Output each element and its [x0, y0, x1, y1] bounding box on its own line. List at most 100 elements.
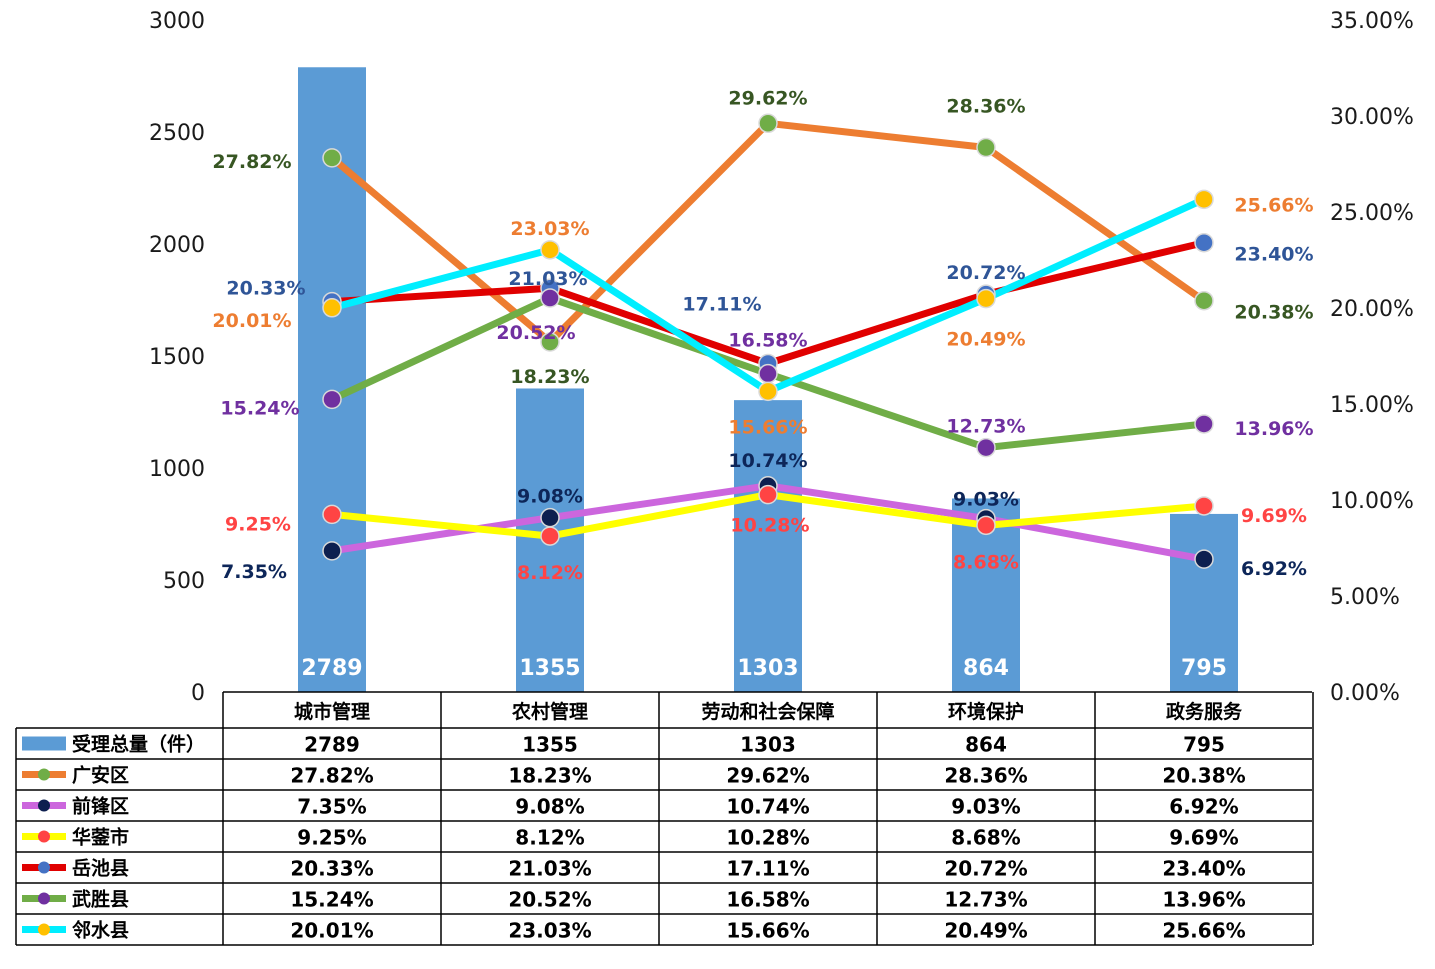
series-data-label: 20.33% — [226, 278, 305, 300]
series-data-label: 10.28% — [730, 515, 809, 537]
table-cell: 10.28% — [726, 826, 809, 850]
category-label: 劳动和社会保障 — [701, 700, 834, 723]
table-cell: 23.40% — [1162, 857, 1245, 881]
series-marker — [758, 484, 778, 505]
legend-marker-key — [38, 830, 50, 843]
bar — [298, 67, 366, 693]
bar-value-label: 864 — [963, 656, 1009, 681]
series-data-label: 8.12% — [517, 562, 583, 584]
bar-value-label: 2789 — [301, 656, 362, 681]
series-marker — [976, 515, 996, 536]
series-marker — [540, 288, 560, 308]
legend-bar-key — [22, 736, 66, 751]
legend-marker-key — [38, 892, 50, 905]
series-data-label: 13.96% — [1234, 418, 1313, 440]
table-cell: 6.92% — [1169, 795, 1238, 819]
table-cell: 16.58% — [726, 888, 809, 912]
series-marker — [540, 507, 560, 528]
series-data-label: 7.35% — [221, 561, 287, 583]
series-data-label: 12.73% — [946, 416, 1025, 438]
series-data-label: 29.62% — [728, 87, 807, 109]
series-marker — [976, 137, 996, 158]
table-cell: 20.72% — [944, 857, 1027, 881]
left-axis-tick-label: 0 — [191, 681, 205, 706]
series-data-label: 17.11% — [682, 293, 761, 315]
series-marker — [322, 389, 342, 410]
left-axis-tick-label: 2000 — [149, 233, 205, 258]
series-marker — [1194, 290, 1214, 311]
table-cell: 2789 — [304, 733, 360, 757]
series-marker — [1194, 414, 1214, 434]
table-cell: 20.01% — [290, 919, 373, 943]
series-data-label: 23.03% — [510, 218, 589, 240]
legend-series-name: 岳池县 — [72, 857, 129, 880]
series-marker — [1194, 189, 1214, 210]
table-cell: 15.24% — [290, 888, 373, 912]
table-cell: 21.03% — [508, 857, 591, 881]
series-data-label: 6.92% — [1241, 558, 1307, 580]
table-cell: 1303 — [740, 733, 796, 757]
table-cell: 20.33% — [290, 857, 373, 881]
series-marker — [758, 113, 778, 134]
right-axis-tick-label: 0.00% — [1330, 681, 1400, 706]
series-marker — [1194, 496, 1214, 516]
series-marker — [1194, 549, 1214, 569]
legend-series-name: 武胜县 — [72, 889, 129, 911]
legend-series-name: 受理总量（件） — [72, 733, 205, 756]
axes-layer: 0 500 1000 1500 2000 2500 3000 0.00% 5.00% 10.00%… — [149, 9, 1414, 706]
table-cell: 795 — [1183, 733, 1225, 757]
series-marker — [322, 504, 342, 525]
series-data-label: 20.52% — [496, 322, 575, 344]
series-marker — [758, 381, 778, 402]
table-cell: 1355 — [522, 733, 578, 757]
category-label: 城市管理 — [294, 700, 370, 723]
right-axis-tick-label: 20.00% — [1330, 297, 1414, 322]
table-cell: 9.08% — [515, 795, 584, 819]
series-data-label: 9.03% — [953, 489, 1019, 511]
legend-series-name: 邻水县 — [72, 919, 129, 942]
right-axis-tick-label: 5.00% — [1330, 585, 1400, 610]
bar — [734, 400, 802, 692]
series-data-label: 9.69% — [1241, 505, 1307, 527]
series-data-label: 20.01% — [212, 310, 291, 332]
table-cell: 864 — [965, 733, 1007, 757]
series-data-label: 9.08% — [517, 486, 583, 508]
table-cell: 15.66% — [726, 919, 809, 943]
table-cell: 10.74% — [726, 795, 809, 819]
series-data-label: 10.74% — [728, 450, 807, 472]
legend-marker-key — [38, 923, 50, 936]
series-data-label: 18.23% — [510, 366, 589, 388]
bar-value-label: 795 — [1181, 656, 1227, 681]
series-marker — [540, 332, 560, 352]
table-cell: 20.38% — [1162, 764, 1245, 788]
series-marker — [976, 437, 996, 458]
table-cell: 27.82% — [290, 764, 373, 788]
series-data-label: 15.66% — [728, 416, 807, 438]
series-marker — [322, 148, 342, 168]
table-cell: 13.96% — [1162, 888, 1245, 912]
series-marker — [540, 526, 560, 546]
left-axis-tick-label: 500 — [163, 569, 205, 594]
left-axis-tick-label: 1500 — [149, 345, 205, 370]
category-label: 政务服务 — [1166, 700, 1243, 723]
table-cell: 17.11% — [726, 857, 809, 881]
lines-layer: 27.82% 18.23% 29.62% 28.36% 20.38% 7.35% 9.08%… — [212, 87, 1313, 584]
series-data-label: 21.03% — [508, 268, 587, 290]
series-marker — [322, 541, 342, 561]
table-cell: 20.49% — [944, 919, 1027, 943]
table-cell: 8.68% — [951, 826, 1020, 850]
series-data-label: 23.40% — [1234, 244, 1313, 266]
legend-marker-key — [38, 799, 50, 812]
bar — [1170, 513, 1238, 692]
series-data-label: 27.82% — [212, 151, 291, 173]
bar-value-label: 1303 — [737, 656, 798, 681]
table-cell: 12.73% — [944, 888, 1027, 912]
table-cell: 28.36% — [944, 764, 1027, 788]
legend-series-name: 华蓥市 — [72, 826, 129, 849]
right-axis-tick-label: 10.00% — [1330, 489, 1414, 514]
bar-value-label: 1355 — [519, 656, 580, 681]
series-data-label: 16.58% — [728, 330, 807, 352]
legend-marker-key — [38, 861, 50, 874]
bars-layer: 2789 1355 1303 864 795 — [298, 67, 1238, 693]
